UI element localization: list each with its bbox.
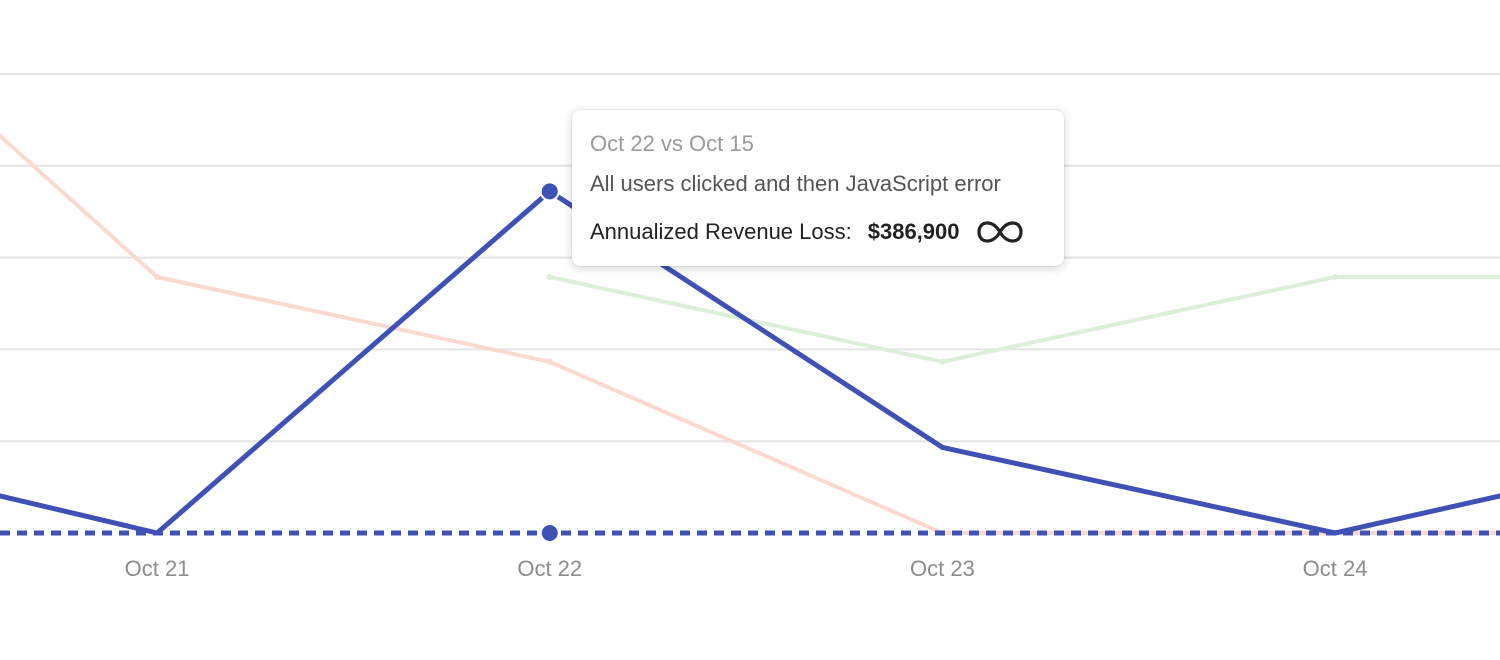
highlight-point-baseline[interactable] [539,523,560,543]
infinity-link-icon[interactable] [976,220,1024,244]
series-point-faded-orange [154,274,161,281]
marker-layer [539,181,560,543]
x-tick-label: Oct 23 [910,556,975,581]
series-point-faded-green [1332,274,1339,281]
series-point-faded-green [546,274,553,281]
x-tick-label: Oct 21 [125,556,190,581]
tooltip-metric-row: Annualized Revenue Loss: $386,900 [590,218,1046,246]
series-point-faded-green [939,358,946,365]
tooltip-series-label: All users clicked and then JavaScript er… [590,171,1001,196]
highlight-point-primary[interactable] [539,181,560,202]
series-point-faded-orange [546,358,553,365]
tooltip-metric-label: Annualized Revenue Loss: [590,219,852,244]
x-tick-label: Oct 24 [1303,556,1368,581]
tooltip-title: Oct 22 vs Oct 15 [590,131,754,156]
x-tick-label: Oct 22 [517,556,582,581]
series-layer [0,133,1500,536]
tooltip-metric-value: $386,900 [867,219,960,244]
chart-tooltip: Oct 22 vs Oct 15 All users clicked and t… [572,110,1064,266]
series-line-primary [0,188,1500,536]
x-axis: Oct 21 Oct 22 Oct 23 Oct 24 [125,556,1368,581]
